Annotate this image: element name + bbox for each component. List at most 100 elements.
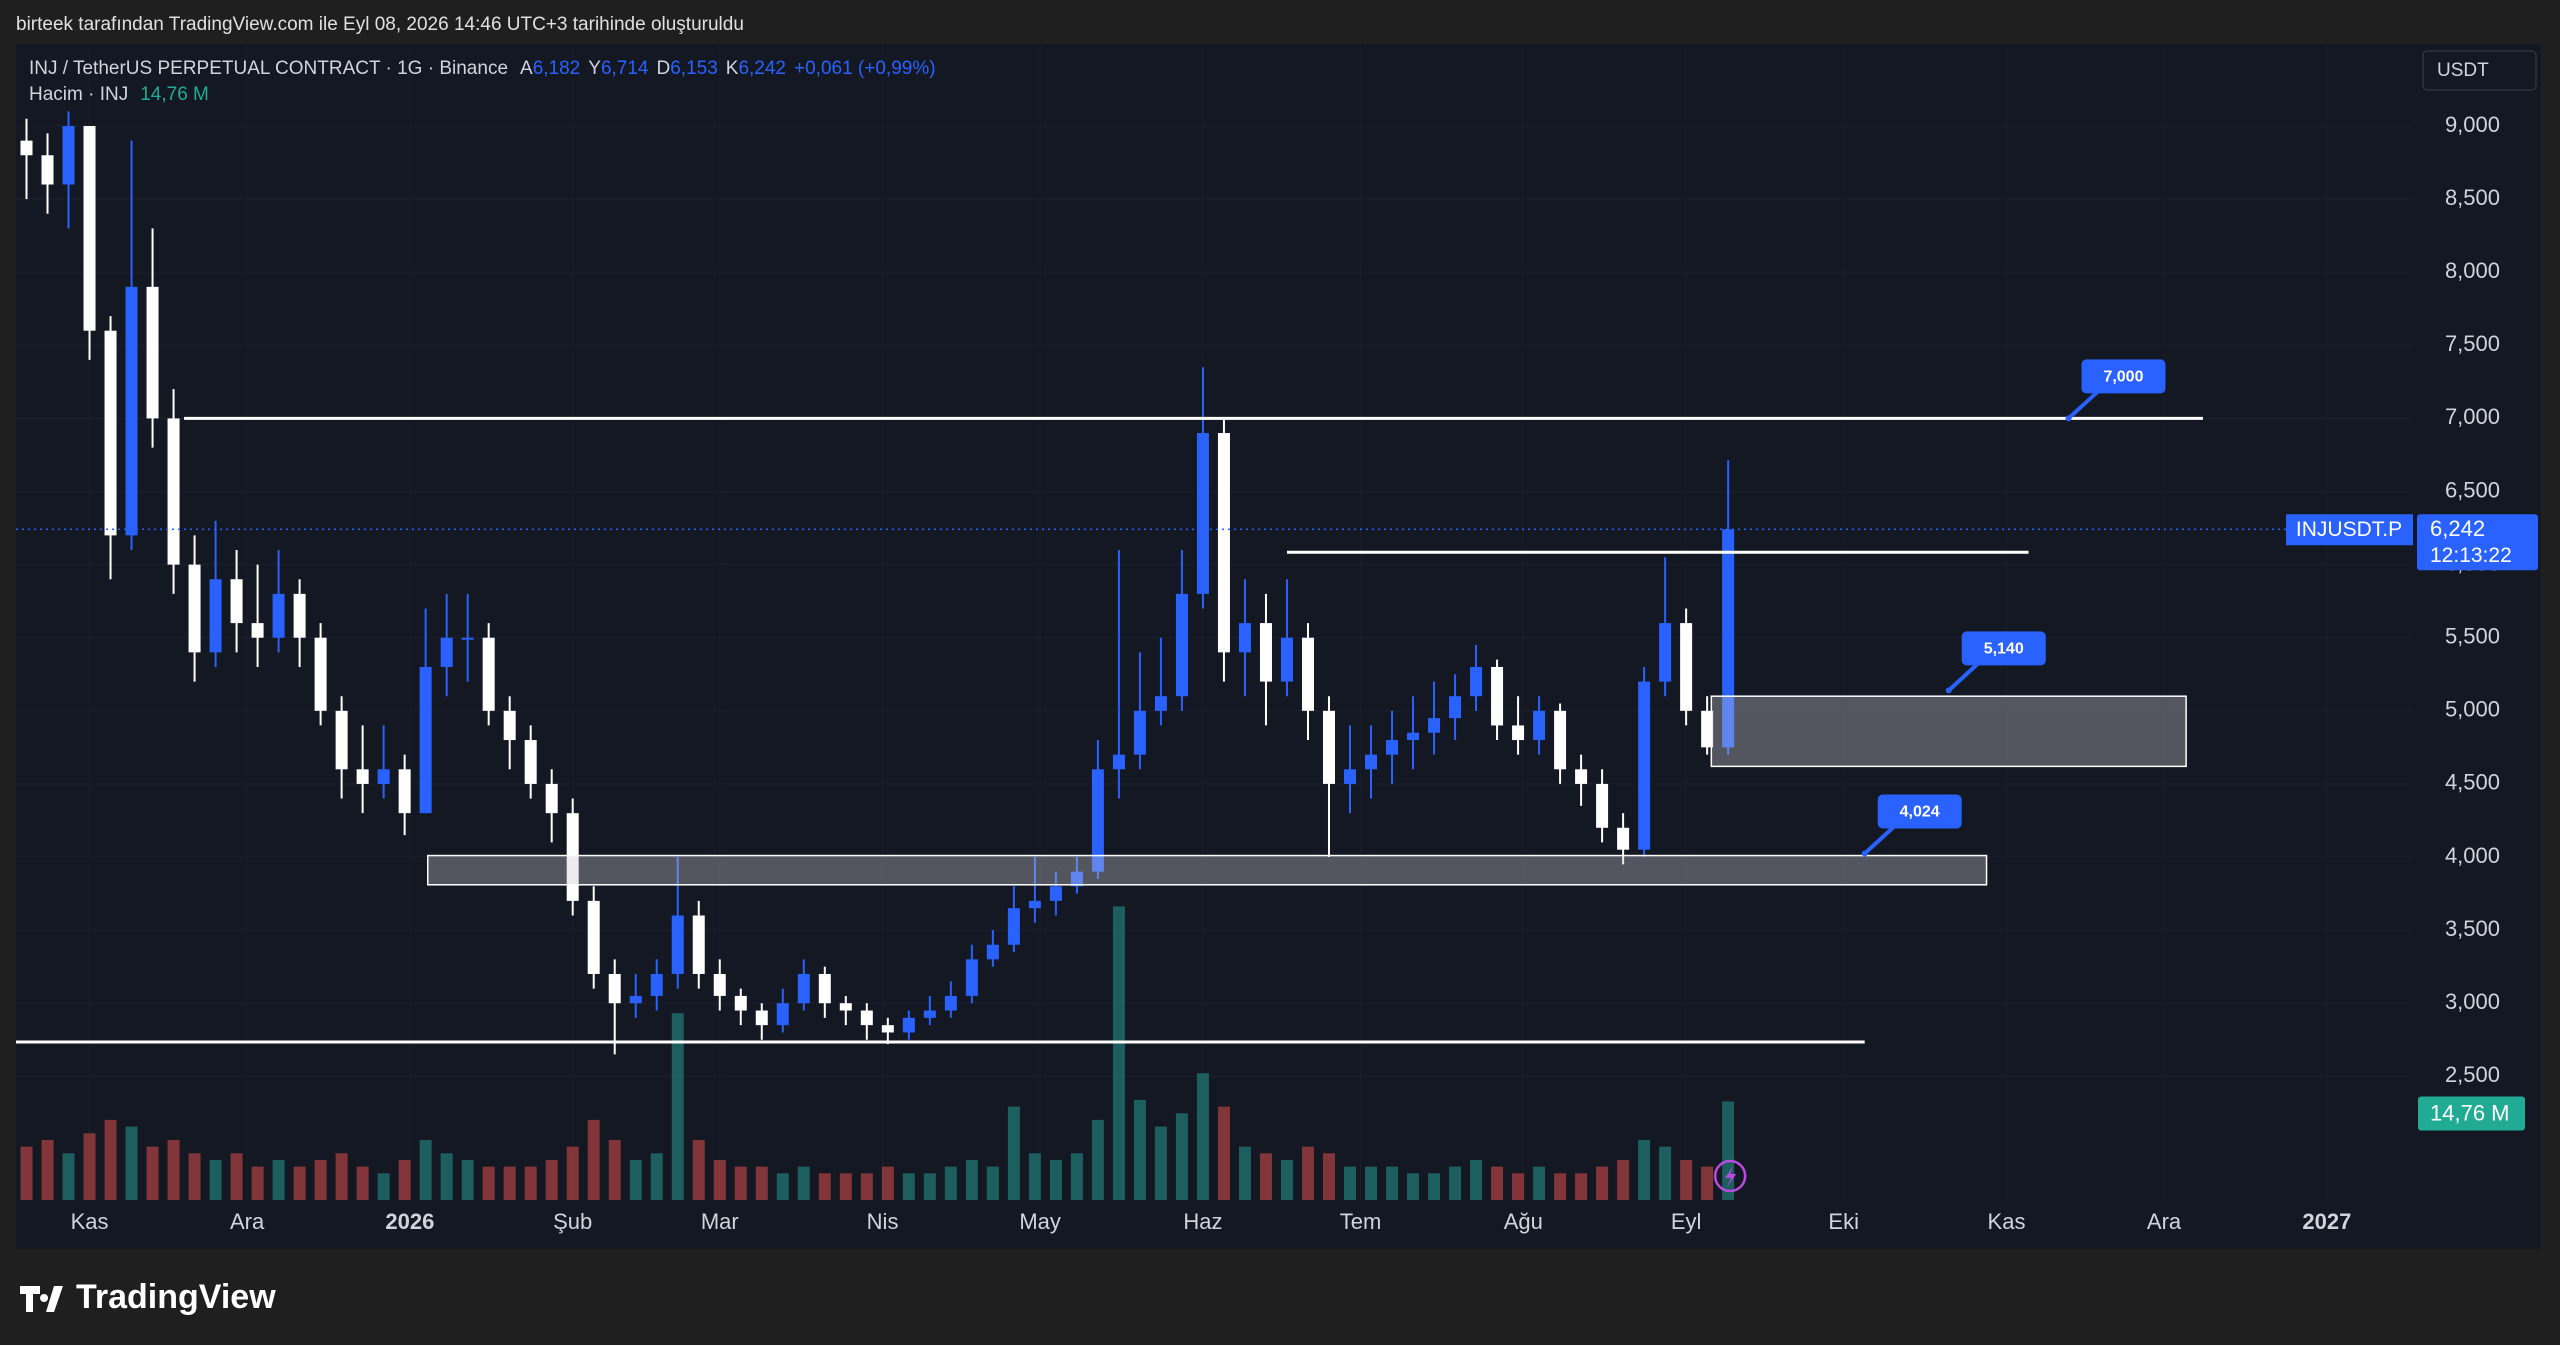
candle-body (272, 593, 285, 638)
candle-body (1449, 696, 1462, 719)
legend-key: Y (588, 58, 601, 79)
candle-body (230, 579, 243, 624)
candle-body (1028, 900, 1041, 909)
volume-bar (104, 1119, 117, 1200)
legend-key: A (520, 58, 533, 79)
volume-bar (986, 1166, 999, 1200)
volume-bar (1112, 906, 1125, 1200)
currency-label[interactable]: USDT (2437, 60, 2489, 81)
candle-body (1617, 827, 1630, 850)
volume-bar (1196, 1073, 1209, 1200)
volume-bar (1680, 1159, 1693, 1200)
volume-bar (713, 1159, 726, 1200)
x-tick-label: Ara (2147, 1209, 2182, 1234)
callout-label: 5,140 (1984, 641, 2024, 658)
legend-symbol: INJ / TetherUS PERPETUAL CONTRACT · 1G ·… (29, 58, 508, 79)
x-tick-label: Tem (1340, 1209, 1382, 1234)
volume-bar (1154, 1126, 1167, 1200)
legend-line: INJ / TetherUS PERPETUAL CONTRACT · 1G ·… (29, 58, 936, 79)
volume-bar (566, 1146, 579, 1200)
x-tick-label: Haz (1183, 1209, 1222, 1234)
candle-body (587, 900, 600, 974)
volume-legend: Hacim · INJ 14,76 M (29, 84, 209, 105)
candle-body (671, 915, 684, 974)
candle-body (1386, 740, 1399, 755)
volume-bar (1470, 1159, 1483, 1200)
volume-bar (545, 1159, 558, 1200)
candle-body (1091, 769, 1104, 872)
y-tick-label: 2,500 (2445, 1062, 2500, 1087)
volume-bar (1533, 1166, 1546, 1200)
volume-bar (587, 1119, 600, 1200)
legend-value: 6,182 (533, 58, 581, 79)
x-tick-label: Kas (1988, 1209, 2026, 1234)
candle-body (965, 959, 978, 996)
volume-bar (1175, 1113, 1188, 1200)
currency-button-frame[interactable] (2422, 50, 2537, 91)
candle-body (713, 973, 726, 996)
volume-bar (1491, 1166, 1504, 1200)
volume-bar (356, 1166, 369, 1200)
brand-name: TradingView (76, 1278, 276, 1316)
candle-body (1722, 529, 1735, 748)
volume-bar (1638, 1139, 1651, 1200)
legend-value: 6,242 (738, 58, 786, 79)
candle-body (1007, 908, 1020, 945)
volume-bar (1659, 1146, 1672, 1200)
volume-bar (377, 1173, 390, 1200)
candle-body (125, 286, 138, 536)
candle-body (1112, 754, 1125, 770)
volume-bar (125, 1126, 138, 1200)
x-tick-label: Mar (701, 1209, 739, 1234)
y-tick-label: 5,500 (2445, 624, 2500, 649)
legend-value: 6,714 (601, 58, 649, 79)
volume-bar (776, 1173, 789, 1200)
candle-body (1344, 769, 1357, 784)
volume-bar (1365, 1166, 1378, 1200)
currency-button[interactable]: USDT (2422, 50, 2537, 91)
volume-bar (860, 1173, 873, 1200)
callout-anchor (2065, 415, 2072, 422)
candle-body (692, 915, 705, 974)
x-tick-label: Nis (867, 1209, 899, 1234)
volume-bar (83, 1133, 96, 1200)
volume-bar (503, 1166, 516, 1200)
candle-body (356, 769, 369, 784)
volume-bar (1028, 1153, 1041, 1200)
volume-bar (797, 1166, 810, 1200)
candle-body (839, 1003, 852, 1011)
volume-tag-label: 14,76 M (2430, 1100, 2510, 1125)
candle-body (1407, 732, 1420, 741)
candle-body (461, 637, 474, 640)
x-tick-label: Kas (71, 1209, 109, 1234)
volume-bar (1407, 1173, 1420, 1200)
x-tick-label: Ara (230, 1209, 265, 1234)
candle-body (209, 579, 222, 653)
candle-body (776, 1003, 789, 1026)
volume-legend-value: 14,76 M (140, 84, 209, 105)
y-tick-label: 5,000 (2445, 697, 2500, 722)
candle-body (902, 1017, 915, 1033)
candle-body (734, 995, 747, 1011)
candle-body (1049, 886, 1062, 901)
volume-bar (1070, 1153, 1083, 1200)
candle-body (293, 593, 306, 638)
y-tick-label: 7,000 (2445, 404, 2500, 429)
volume-bar (1512, 1173, 1525, 1200)
legend-key: K (726, 58, 739, 79)
volume-bar (209, 1159, 222, 1200)
candle-body (251, 623, 264, 638)
candle-body (1428, 718, 1441, 733)
candle-body (1659, 623, 1672, 682)
candle-body (83, 126, 96, 331)
volume-bar (671, 1013, 684, 1200)
volume-bar (524, 1166, 537, 1200)
brand: TradingView (20, 1278, 276, 1316)
candle-body (881, 1025, 894, 1033)
candle-body (20, 140, 33, 156)
volume-bar (692, 1139, 705, 1200)
volume-tag (2418, 1096, 2525, 1131)
candle-body (1638, 681, 1651, 850)
candle-body (818, 973, 831, 1004)
